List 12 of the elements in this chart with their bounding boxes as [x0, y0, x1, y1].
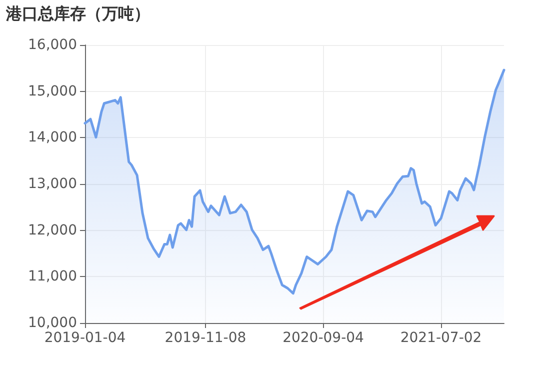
y-tick-label: 13,000: [28, 176, 77, 192]
y-tick-label: 16,000: [28, 37, 77, 53]
y-tick-label: 14,000: [28, 130, 77, 146]
y-tick-label: 11,000: [28, 268, 77, 285]
x-tick-label: 2020-09-04: [282, 330, 364, 346]
y-tick-label: 15,000: [28, 83, 77, 100]
y-tick-label: 12,000: [28, 222, 77, 238]
y-tick-label: 10,000: [28, 315, 77, 331]
x-tick-label: 2021-07-02: [400, 330, 482, 346]
x-tick-label: 2019-11-08: [164, 330, 246, 346]
chart-title: 港口总库存（万吨）: [6, 4, 150, 25]
x-tick-label: 2019-01-04: [44, 330, 126, 346]
